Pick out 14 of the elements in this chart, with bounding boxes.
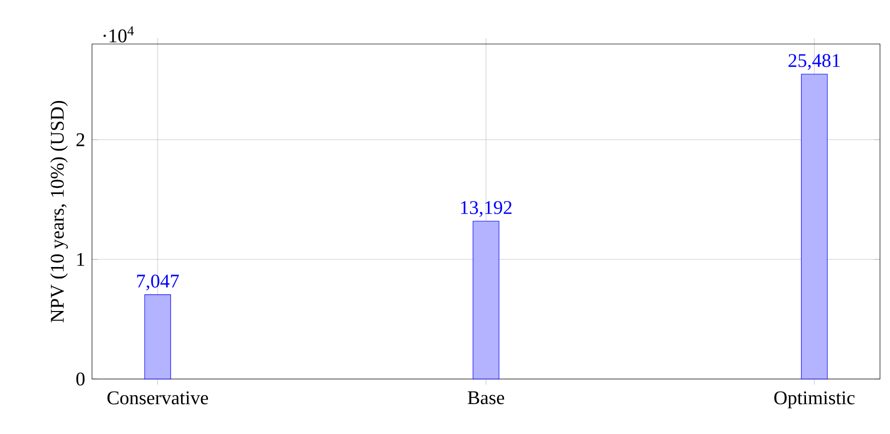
y-tick-label: 1 <box>77 252 84 266</box>
annotation: 7,047 <box>137 274 179 290</box>
x-tick-label: Base <box>468 391 504 404</box>
annotation: 13,192 <box>461 201 512 217</box>
annotation: 25,481 <box>788 54 840 70</box>
y-tick-label: 2 <box>76 133 84 146</box>
y-axis-title: NPV (10 years, 10%) (USD) <box>50 100 68 322</box>
bar <box>801 74 828 380</box>
y-tick-label: 0 <box>76 372 85 386</box>
x-tick-label: Optimistic <box>774 391 855 408</box>
x-tick-label: Conservative <box>107 391 208 404</box>
bar <box>144 294 171 380</box>
bar <box>472 220 500 380</box>
text: ·10$^{4}$ <box>104 26 134 42</box>
